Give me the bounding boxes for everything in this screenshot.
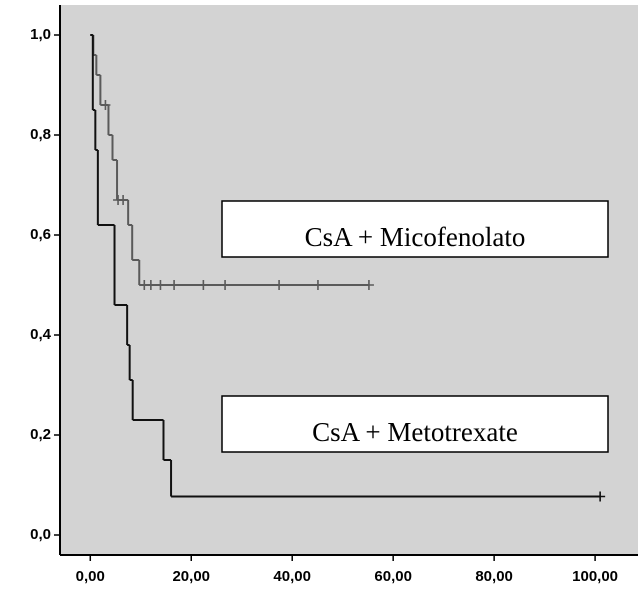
censor-mark <box>198 280 209 290</box>
censor-mark <box>118 195 129 205</box>
legend-box <box>221 200 609 258</box>
y-tick-label: 0,2 <box>30 426 51 443</box>
y-tick-label: 0,8 <box>30 126 51 143</box>
x-tick-label: 20,00 <box>172 568 210 585</box>
y-tick-label: 0,4 <box>30 326 52 343</box>
censor-mark <box>595 491 606 502</box>
censor-mark <box>274 280 285 290</box>
censor-mark <box>100 100 111 110</box>
y-tick-label: 0,6 <box>30 226 51 243</box>
plot-background <box>60 5 638 555</box>
censor-mark <box>155 280 166 290</box>
x-tick-label: 40,00 <box>273 568 311 585</box>
censor-mark <box>220 280 231 290</box>
legend-label: CsA + Metotrexate <box>312 417 518 447</box>
legend-label: CsA + Micofenolato <box>305 222 526 252</box>
censor-mark <box>363 280 374 290</box>
censor-mark <box>312 280 323 290</box>
censor-mark <box>145 280 156 290</box>
x-tick-label: 100,00 <box>572 568 618 585</box>
y-tick-label: 1,0 <box>30 26 51 43</box>
x-tick-label: 0,00 <box>76 568 105 585</box>
x-tick-label: 60,00 <box>374 568 412 585</box>
legend-box <box>221 395 609 453</box>
y-tick-label: 0,0 <box>30 526 51 543</box>
x-tick-label: 80,00 <box>475 568 513 585</box>
censor-mark <box>169 280 180 290</box>
